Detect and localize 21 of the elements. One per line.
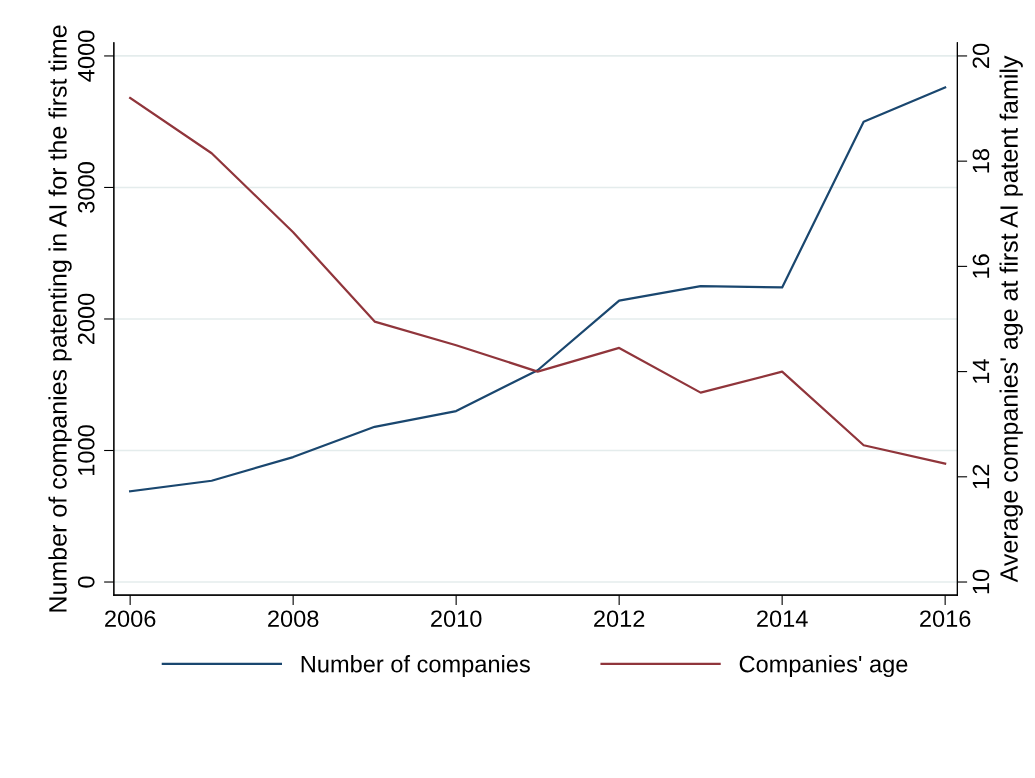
y2-tick-label: 16 bbox=[972, 254, 990, 278]
y2-tick-label: 18 bbox=[972, 149, 990, 173]
y-axis-title: Number of companies patenting in AI for the first time bbox=[48, 25, 72, 612]
x-tick-label: 2008 bbox=[268, 610, 319, 628]
x-tick-label: 2014 bbox=[757, 610, 808, 628]
legend-label: Number of companies bbox=[301, 655, 530, 678]
y2-tick-label: 20 bbox=[972, 43, 990, 68]
y2-tick-label: 12 bbox=[972, 464, 990, 489]
legend-label: Companies' age bbox=[739, 655, 908, 678]
y-tick-label: 4000 bbox=[77, 30, 95, 82]
y-tick-label: 1000 bbox=[77, 425, 95, 475]
x-tick-label: 2016 bbox=[920, 610, 971, 628]
y-tick-label: 0 bbox=[77, 576, 95, 588]
x-tick-label: 2006 bbox=[105, 610, 156, 628]
y2-axis-title: Average companies' age at first AI patent family bbox=[999, 55, 1023, 583]
y-tick-label: 3000 bbox=[77, 162, 95, 213]
y-tick-label: 2000 bbox=[77, 293, 95, 345]
y2-tick-label: 14 bbox=[972, 359, 990, 383]
x-tick-label: 2010 bbox=[431, 610, 482, 628]
y2-tick-label: 10 bbox=[972, 569, 990, 594]
x-tick-label: 2012 bbox=[594, 610, 645, 628]
